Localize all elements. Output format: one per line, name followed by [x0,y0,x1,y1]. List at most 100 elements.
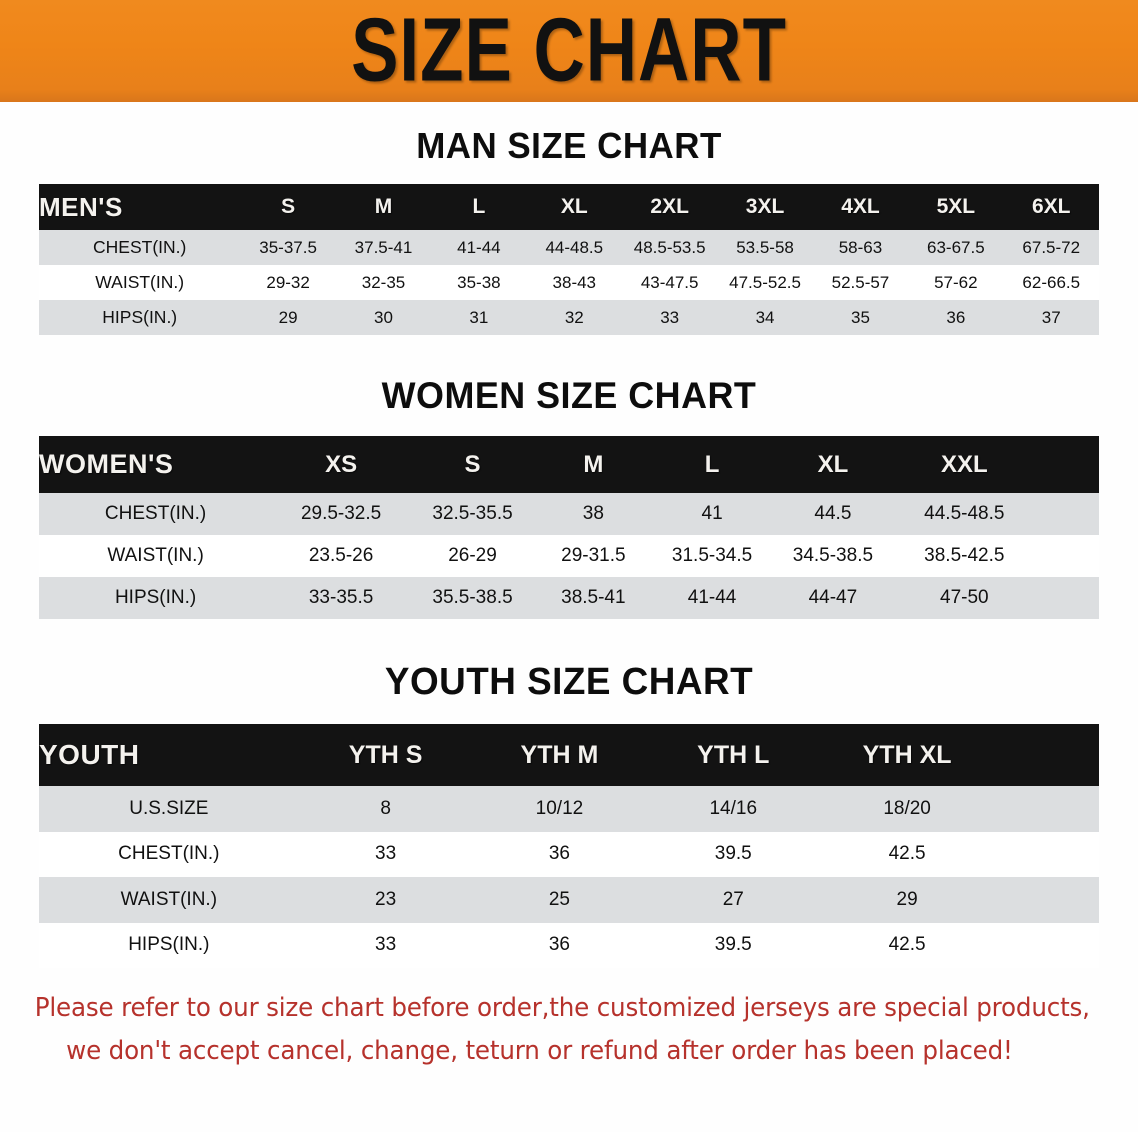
table-cell: 14/16 [646,786,821,832]
table-cell: 33 [298,831,473,877]
table-cell: 33 [298,922,473,968]
table-cell: 44.5 [772,493,894,535]
women-size-table: WOMEN'S XS S M L XL XXL CHEST(IN.) 29.5-32.5 32.… [39,436,1099,619]
men-column-header-6xl: 6XL [1032,195,1071,218]
table-row: CHEST(IN.) 35-37.5 37.5-41 41-44 44-48.5 48.5… [39,230,1099,265]
table-cell: 58-63 [812,230,909,265]
youth-column-header-spacer [994,724,1099,786]
table-cell: 35 [812,300,909,335]
table-cell: 39.5 [646,831,821,877]
table-cell: 26-29 [409,535,536,577]
table-cell: 38-43 [526,265,622,300]
table-cell: 18/20 [820,786,994,832]
table-cell: 25 [472,877,647,923]
women-row-label: HIPS(IN.) [39,577,273,619]
table-cell: 34.5-38.5 [772,535,894,577]
women-table-body: CHEST(IN.) 29.5-32.5 32.5-35.5 38 41 44.5 44.5… [39,493,1099,619]
table-cell: 31.5-34.5 [651,535,773,577]
table-cell: 57-62 [908,265,1004,300]
youth-corner-label: YOUTH [39,739,140,770]
table-cell: 35-37.5 [240,230,336,265]
women-column-header-s: S [464,450,481,478]
table-cell: 41-44 [651,577,773,619]
table-cell: 29 [820,877,994,923]
man-table-body: CHEST(IN.) 35-37.5 37.5-41 41-44 44-48.5 48.5… [39,230,1099,335]
table-cell [994,786,1099,832]
man-table-header: MEN'S S M L XL 2XL 3XL 4XL 5XL 6XL [39,184,1099,230]
table-header-row: WOMEN'S XS S M L XL XXL [39,436,1099,493]
table-cell [1035,577,1099,619]
table-cell: 29-32 [240,265,336,300]
table-row: WAIST(IN.) 23 25 27 29 [39,877,1099,923]
table-cell [994,877,1099,923]
table-cell: 29-31.5 [535,535,652,577]
men-column-header-4xl: 4XL [841,195,880,218]
table-row: WAIST(IN.) 29-32 32-35 35-38 38-43 43-47.5 47.… [39,265,1099,300]
table-cell: 32-35 [335,265,432,300]
disclaimer: Please refer to our size chart before or… [0,987,1098,1073]
youth-row-label: HIPS(IN.) [39,922,299,968]
women-column-header-spacer [1035,436,1099,493]
table-header-row: MEN'S S M L XL 2XL 3XL 4XL 5XL 6XL [39,184,1099,230]
table-cell: 38.5-41 [535,577,652,619]
women-section-title: WOMEN SIZE CHART [381,375,757,416]
banner-title: SIZE CHART [351,0,787,100]
table-cell: 63-67.5 [908,230,1004,265]
women-column-header-xl: XL [817,450,849,478]
youth-table-body: U.S.SIZE 8 10/12 14/16 18/20 CHEST(IN.) 33 36 39… [39,786,1099,968]
table-row: CHEST(IN.) 33 36 39.5 42.5 [39,831,1099,877]
table-row: CHEST(IN.) 29.5-32.5 32.5-35.5 38 41 44.5 44.5… [39,493,1099,535]
table-cell: 36 [472,831,647,877]
table-cell: 41 [651,493,773,535]
table-cell: 27 [646,877,821,923]
women-row-label: WAIST(IN.) [39,535,273,577]
youth-column-header-ythm: YTH M [520,740,599,769]
table-cell: 44.5-48.5 [893,493,1036,535]
youth-column-header-ythl: YTH L [697,740,770,769]
table-cell: 52.5-57 [812,265,909,300]
women-column-header-xs: XS [325,450,358,478]
table-cell: 37 [1003,300,1099,335]
table-cell: 39.5 [646,922,821,968]
table-cell: 32 [526,300,622,335]
table-cell: 38 [535,493,652,535]
table-cell: 30 [335,300,432,335]
table-cell: 10/12 [472,786,647,832]
table-cell: 33 [621,300,718,335]
table-cell: 8 [298,786,473,832]
men-column-header-l: L [472,195,486,218]
disclaimer-line-2: we don't accept cancel, change, teturn o… [66,1036,1013,1066]
table-cell: 48.5-53.5 [621,230,718,265]
table-cell: 29 [240,300,336,335]
table-row: HIPS(IN.) 33 36 39.5 42.5 [39,922,1099,968]
youth-table-wrap: YOUTH YTH S YTH M YTH L YTH XL U.S.SIZE 8 10/1… [39,724,1099,968]
table-cell: 37.5-41 [335,230,432,265]
table-cell: 47.5-52.5 [717,265,813,300]
table-cell: 42.5 [820,831,994,877]
disclaimer-line-1: Please refer to our size chart before or… [34,993,1090,1023]
table-cell: 35-38 [431,265,527,300]
youth-section-title: YOUTH SIZE CHART [384,661,754,703]
table-cell [1035,535,1099,577]
youth-column-header-yths: YTH S [348,740,423,769]
women-column-header-m: M [583,450,604,478]
table-row: HIPS(IN.) 29 30 31 32 33 34 35 36 37 [39,300,1099,335]
men-corner-label: MEN'S [39,191,123,222]
women-row-label: CHEST(IN.) [39,493,273,535]
women-column-header-l: L [704,450,720,478]
man-section-title: MAN SIZE CHART [416,125,722,166]
table-cell: 44-47 [772,577,894,619]
women-table-header: WOMEN'S XS S M L XL XXL [39,436,1099,493]
man-table-wrap: MEN'S S M L XL 2XL 3XL 4XL 5XL 6XL CHEST(IN.) 35-3… [39,184,1099,335]
men-column-header-m: M [374,195,393,218]
table-cell: 32.5-35.5 [409,493,536,535]
table-cell: 67.5-72 [1003,230,1099,265]
table-cell: 23 [298,877,473,923]
table-cell [994,831,1099,877]
man-size-table: MEN'S S M L XL 2XL 3XL 4XL 5XL 6XL CHEST(IN.) 35-3… [39,184,1099,335]
table-cell: 47-50 [893,577,1036,619]
men-row-label: CHEST(IN.) [39,230,241,265]
men-column-header-s: S [281,195,296,218]
women-table-wrap: WOMEN'S XS S M L XL XXL CHEST(IN.) 29.5-32.5 32.… [39,436,1099,619]
youth-row-label: WAIST(IN.) [39,877,299,923]
